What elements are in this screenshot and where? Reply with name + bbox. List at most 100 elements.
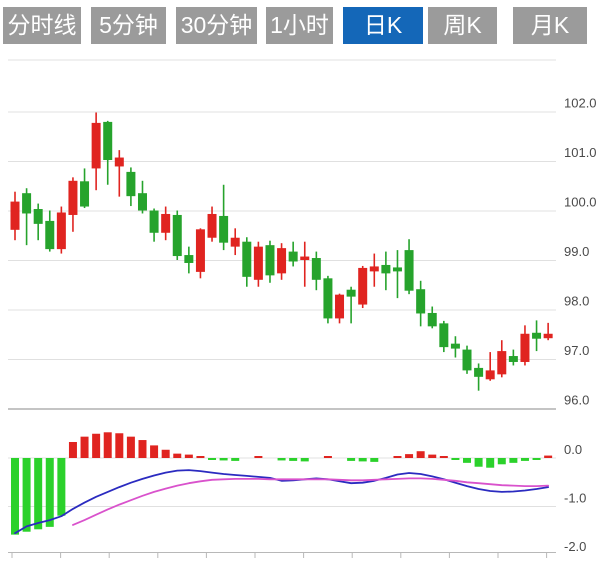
macd-bar xyxy=(428,454,437,458)
macd-histogram xyxy=(11,432,553,535)
candle-body xyxy=(508,356,518,362)
macd-bar xyxy=(323,456,332,458)
macd-bar xyxy=(289,458,298,461)
macd-bar xyxy=(370,458,379,462)
candle-body xyxy=(207,213,217,238)
candle-body xyxy=(300,256,310,261)
x-axis xyxy=(8,552,556,558)
tab-5min[interactable]: 5分钟 xyxy=(91,7,166,44)
macd-bar xyxy=(231,458,240,461)
candle-body xyxy=(497,351,507,375)
candle-body xyxy=(288,251,298,262)
macd-bar xyxy=(451,458,460,460)
macd-bar xyxy=(405,454,414,458)
macd-bar xyxy=(347,458,356,461)
candle-body xyxy=(358,267,368,305)
macd-bar xyxy=(161,449,170,458)
price-tick-label: 101.0 xyxy=(564,145,597,160)
macd-bar xyxy=(173,453,182,458)
macd-bar xyxy=(68,441,77,458)
candle-body xyxy=(450,343,460,349)
macd-bar xyxy=(520,458,529,461)
candle-body xyxy=(126,171,136,197)
macd-bar xyxy=(497,458,506,465)
macd-axis-labels: 0.0 -1.0 -2.0 xyxy=(564,442,586,554)
candle-body xyxy=(103,121,113,161)
tab-30min[interactable]: 30分钟 xyxy=(176,7,257,44)
macd-bar xyxy=(463,458,472,463)
macd-bar xyxy=(34,458,43,530)
tab-daily-k[interactable]: 日K xyxy=(343,7,423,44)
macd-bar xyxy=(22,458,31,532)
price-tick-label: 100.0 xyxy=(564,194,597,209)
macd-tick-label: 0.0 xyxy=(564,442,582,457)
tab-1hour[interactable]: 1小时 xyxy=(266,7,333,44)
candle-body xyxy=(80,181,90,207)
macd-tick-label: -1.0 xyxy=(564,490,586,505)
macd-bar xyxy=(219,458,228,461)
candle-body xyxy=(265,245,275,276)
candle-body xyxy=(311,258,321,280)
price-tick-label: 99.0 xyxy=(564,244,589,259)
macd-bar xyxy=(126,436,135,458)
candle-body xyxy=(219,215,229,243)
candle-body xyxy=(10,201,20,230)
price-axis-labels: 102.0 101.0 100.0 99.0 98.0 97.0 96.0 xyxy=(564,95,597,407)
candle-body xyxy=(462,349,472,371)
candle-body xyxy=(114,157,124,167)
candle-body xyxy=(532,332,542,339)
candle-body xyxy=(91,122,101,169)
candle-body xyxy=(22,193,32,214)
macd-bar xyxy=(393,456,402,458)
candle-body xyxy=(323,278,333,319)
candle-body xyxy=(427,312,437,327)
candle-body xyxy=(56,212,66,250)
dea-line xyxy=(72,477,550,526)
macd-bar xyxy=(150,445,159,458)
candle-body xyxy=(543,333,553,339)
macd-bar xyxy=(45,458,54,527)
macd-bar xyxy=(532,458,541,460)
macd-bar xyxy=(486,458,495,468)
candle-body xyxy=(520,333,530,362)
tab-monthly-k[interactable]: 月K xyxy=(513,7,587,44)
candle-body xyxy=(346,289,356,297)
candle-body xyxy=(392,267,402,272)
tab-time-line[interactable]: 分时线 xyxy=(3,7,81,44)
tab-weekly-k[interactable]: 周K xyxy=(428,7,497,44)
candle-body xyxy=(68,180,78,215)
macd-bar xyxy=(439,456,448,458)
candle-body xyxy=(439,323,449,348)
candle-body xyxy=(277,248,287,274)
candle-body xyxy=(33,209,43,224)
price-tick-label: 96.0 xyxy=(564,392,589,407)
macd-bar xyxy=(57,458,66,516)
candlestick-series xyxy=(10,112,553,391)
macd-bar xyxy=(416,451,425,458)
candle-body xyxy=(242,241,252,277)
candle-body xyxy=(485,370,495,380)
candle-body xyxy=(416,289,426,314)
macd-bar xyxy=(509,458,518,463)
macd-bar xyxy=(544,455,553,458)
price-grid xyxy=(8,59,556,410)
candle-body xyxy=(404,250,414,291)
candle-body xyxy=(172,214,182,257)
candle-body xyxy=(45,220,55,250)
dif-line xyxy=(14,469,550,535)
macd-bar xyxy=(277,458,286,461)
macd-bar xyxy=(300,458,309,462)
macd-bar xyxy=(80,436,89,458)
price-tick-label: 97.0 xyxy=(564,343,589,358)
macd-bar xyxy=(103,432,112,458)
macd-bar xyxy=(138,440,147,458)
macd-bar xyxy=(115,433,124,458)
macd-bar xyxy=(92,433,101,458)
macd-bar xyxy=(184,454,193,458)
candle-body xyxy=(335,294,345,319)
candle-body xyxy=(253,246,263,280)
macd-tick-label: -2.0 xyxy=(564,539,586,554)
macd-bar xyxy=(254,456,263,458)
